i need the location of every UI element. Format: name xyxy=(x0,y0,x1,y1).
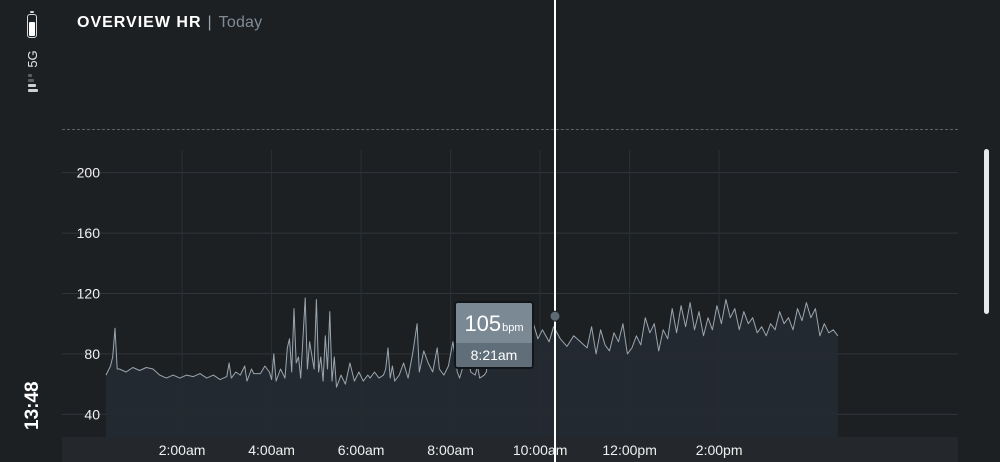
x-tick-label: 8:00am xyxy=(427,442,474,458)
period-selector[interactable]: Today xyxy=(218,14,263,31)
y-tick-label: 40 xyxy=(84,406,100,422)
x-axis-band xyxy=(62,437,958,462)
title-separator: | xyxy=(207,14,213,31)
scrollbar[interactable] xyxy=(984,149,989,314)
signal-icon xyxy=(28,74,40,96)
x-tick-label: 2:00pm xyxy=(696,442,743,458)
x-tick-label: 10:00am xyxy=(513,442,567,458)
y-tick-label: 120 xyxy=(77,286,101,302)
status-bar: 5G 13:48 xyxy=(0,0,62,462)
hr-tooltip: 105bpm 8:21am xyxy=(454,301,534,369)
reference-dashed-line xyxy=(62,129,958,130)
page-header: OVERVIEW HR | Today xyxy=(77,14,262,32)
y-tick-label: 160 xyxy=(77,225,101,241)
battery-icon xyxy=(27,11,37,38)
page-title: OVERVIEW HR xyxy=(77,14,202,31)
y-tick-label: 80 xyxy=(84,346,100,362)
x-tick-label: 2:00am xyxy=(159,442,206,458)
hr-line xyxy=(105,297,839,388)
y-tick-label: 200 xyxy=(77,165,101,181)
tooltip-time: 8:21am xyxy=(456,343,532,367)
x-tick-label: 4:00am xyxy=(248,442,295,458)
x-tick-label: 6:00am xyxy=(338,442,385,458)
hr-area xyxy=(106,298,838,437)
x-tick-label: 12:00pm xyxy=(602,442,656,458)
tooltip-value: 105 xyxy=(464,311,502,336)
tooltip-unit: bpm xyxy=(502,322,524,334)
selected-point xyxy=(549,310,561,322)
